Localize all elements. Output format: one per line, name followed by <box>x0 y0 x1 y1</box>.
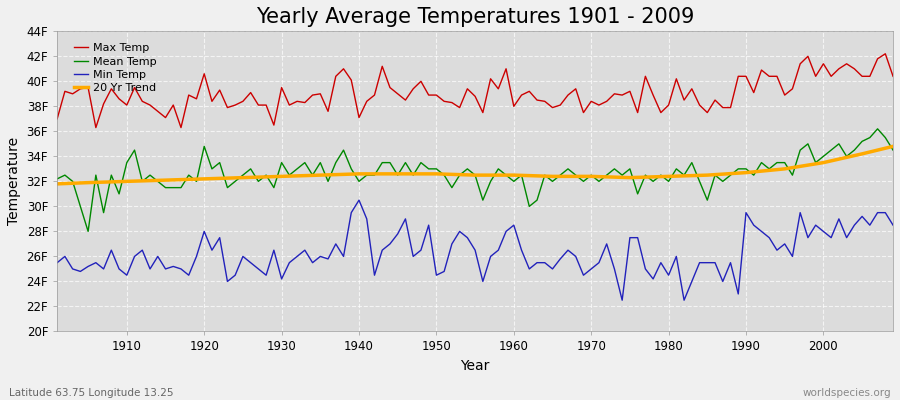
20 Yr Trend <box>83 180 94 185</box>
20 Yr Trend <box>625 175 635 180</box>
Min Temp <box>616 298 627 303</box>
Max Temp <box>887 74 898 79</box>
Y-axis label: Temperature: Temperature <box>7 137 21 226</box>
20 Yr Trend <box>354 172 364 176</box>
Max Temp <box>508 104 519 109</box>
Max Temp <box>122 103 132 108</box>
Max Temp <box>338 66 349 71</box>
Line: Max Temp: Max Temp <box>58 54 893 128</box>
20 Yr Trend <box>887 144 898 149</box>
Min Temp <box>887 223 898 228</box>
Min Temp <box>516 248 526 252</box>
Line: Min Temp: Min Temp <box>58 200 893 300</box>
20 Yr Trend <box>508 173 519 178</box>
Min Temp <box>330 242 341 246</box>
Line: Mean Temp: Mean Temp <box>58 129 893 232</box>
Max Temp <box>880 51 891 56</box>
20 Yr Trend <box>199 176 210 181</box>
Min Temp <box>52 260 63 265</box>
Mean Temp <box>338 148 349 152</box>
Mean Temp <box>872 126 883 131</box>
20 Yr Trend <box>663 174 674 179</box>
X-axis label: Year: Year <box>461 359 490 373</box>
Mean Temp <box>508 179 519 184</box>
Mean Temp <box>887 148 898 152</box>
Text: worldspecies.org: worldspecies.org <box>803 388 891 398</box>
Min Temp <box>354 198 364 202</box>
Mean Temp <box>292 166 302 171</box>
20 Yr Trend <box>586 174 597 179</box>
Max Temp <box>516 93 526 98</box>
Mean Temp <box>516 173 526 178</box>
Legend: Max Temp, Mean Temp, Min Temp, 20 Yr Trend: Max Temp, Mean Temp, Min Temp, 20 Yr Tre… <box>71 40 160 96</box>
20 Yr Trend <box>238 175 248 180</box>
20 Yr Trend <box>431 172 442 176</box>
Mean Temp <box>609 166 620 171</box>
Max Temp <box>91 125 102 130</box>
20 Yr Trend <box>160 178 171 182</box>
Min Temp <box>609 266 620 271</box>
20 Yr Trend <box>779 166 790 171</box>
Min Temp <box>113 266 124 271</box>
Title: Yearly Average Temperatures 1901 - 2009: Yearly Average Temperatures 1901 - 2009 <box>256 7 694 27</box>
Line: 20 Yr Trend: 20 Yr Trend <box>58 146 893 184</box>
20 Yr Trend <box>52 182 63 186</box>
Mean Temp <box>52 176 63 181</box>
20 Yr Trend <box>741 170 751 175</box>
20 Yr Trend <box>392 172 403 176</box>
20 Yr Trend <box>276 174 287 179</box>
Text: Latitude 63.75 Longitude 13.25: Latitude 63.75 Longitude 13.25 <box>9 388 174 398</box>
Max Temp <box>609 92 620 96</box>
20 Yr Trend <box>857 152 868 156</box>
Max Temp <box>292 99 302 104</box>
20 Yr Trend <box>702 173 713 178</box>
Min Temp <box>508 223 519 228</box>
20 Yr Trend <box>470 173 481 178</box>
Min Temp <box>284 260 294 265</box>
20 Yr Trend <box>547 174 558 179</box>
Mean Temp <box>122 160 132 165</box>
Mean Temp <box>83 229 94 234</box>
20 Yr Trend <box>818 160 829 165</box>
20 Yr Trend <box>315 173 326 178</box>
Max Temp <box>52 116 63 121</box>
20 Yr Trend <box>122 179 132 184</box>
